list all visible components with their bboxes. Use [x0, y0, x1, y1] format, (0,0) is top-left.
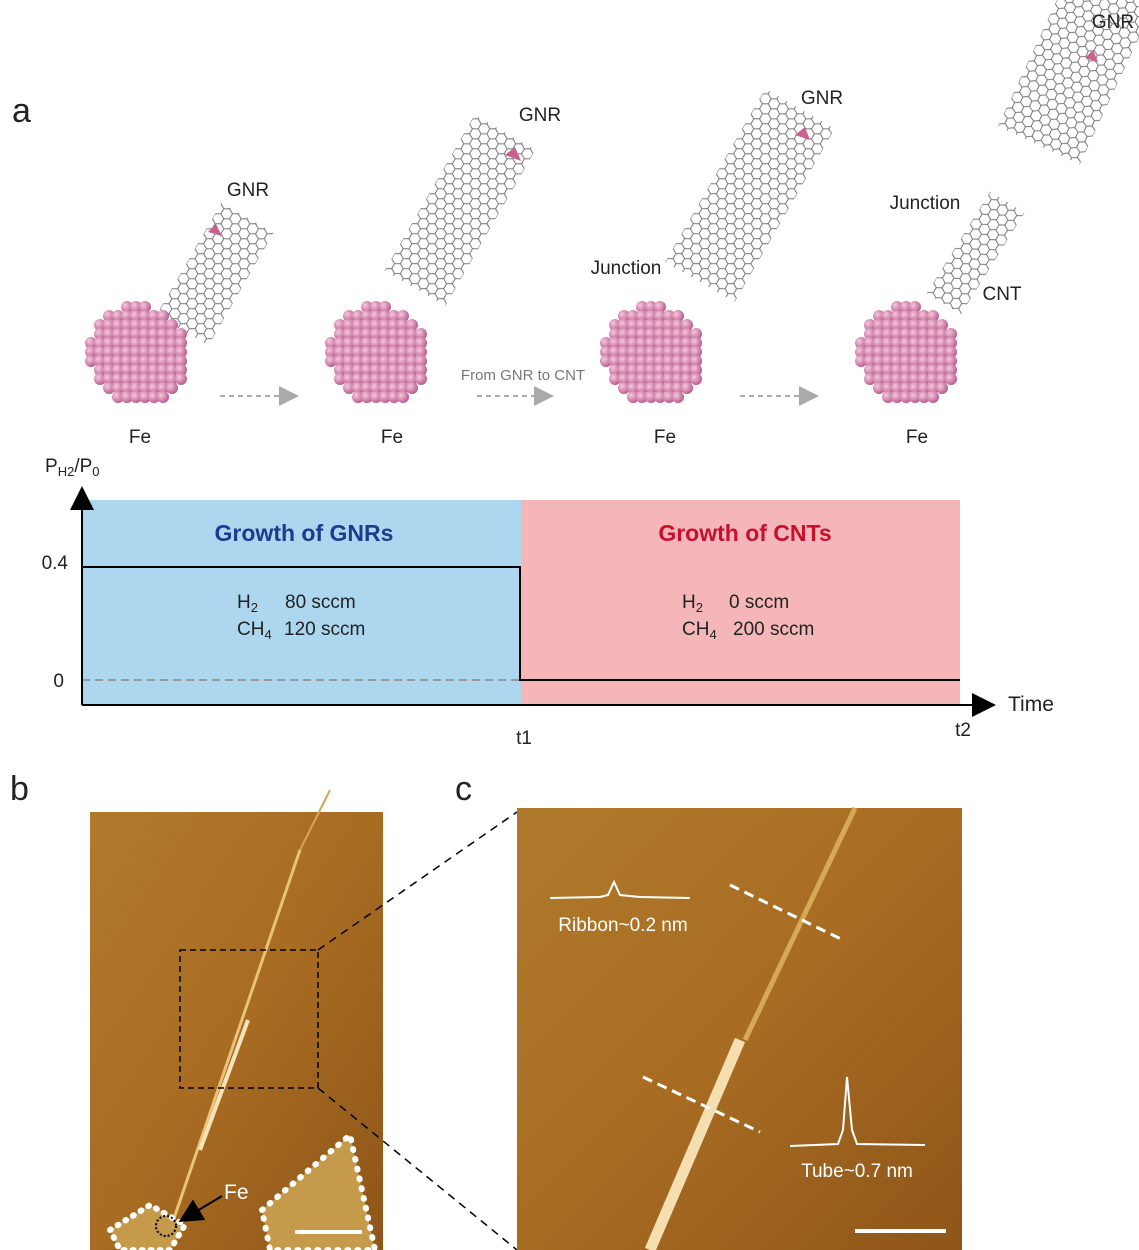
cnt-label: CNT: [982, 284, 1021, 305]
tube-height: Tube~0.7 nm: [801, 1161, 913, 1182]
growth-illustration: [85, 0, 1139, 403]
transition-label: From GNR to CNT: [461, 367, 585, 384]
fe-label: Fe: [381, 427, 403, 448]
gnr-label: GNR: [519, 105, 561, 126]
ribbon: [385, 115, 536, 306]
gnr-label: GNR: [801, 88, 843, 109]
junction-label: Junction: [890, 193, 961, 214]
y-tick-label: 0.4: [42, 553, 69, 574]
panel-label: c: [455, 770, 472, 808]
time-label: t1: [516, 728, 532, 749]
ribbon-height: Ribbon~0.2 nm: [558, 915, 687, 936]
fe-label: Fe: [224, 1181, 249, 1204]
fe-label: Fe: [906, 427, 928, 448]
junction-label: Junction: [591, 258, 662, 279]
fe-label: Fe: [129, 427, 151, 448]
time-label: t2: [955, 720, 971, 741]
y-tick-label: 0: [53, 671, 64, 692]
growth-arrow: [208, 50, 1098, 236]
gnr-label: GNR: [1092, 12, 1134, 33]
fe-label: Fe: [654, 427, 676, 448]
fe-particle: [600, 301, 702, 403]
x-axis-label: Time: [1008, 693, 1054, 716]
y-axis-label: PH2/P0: [45, 456, 100, 479]
afm-zoom: [517, 808, 962, 1250]
panel-label: b: [10, 770, 29, 808]
region-title: Growth of CNTs: [658, 520, 831, 546]
gnr-label: GNR: [227, 180, 269, 201]
panel-label: a: [12, 92, 31, 130]
figure: a From GNR to CNT GNR Fe GNR Fe GNR Junc…: [0, 0, 1139, 1250]
ribbon: [665, 89, 834, 302]
region-title: Growth of GNRs: [215, 520, 394, 546]
fe-particle: [325, 301, 427, 403]
fe-particle: [855, 301, 957, 403]
